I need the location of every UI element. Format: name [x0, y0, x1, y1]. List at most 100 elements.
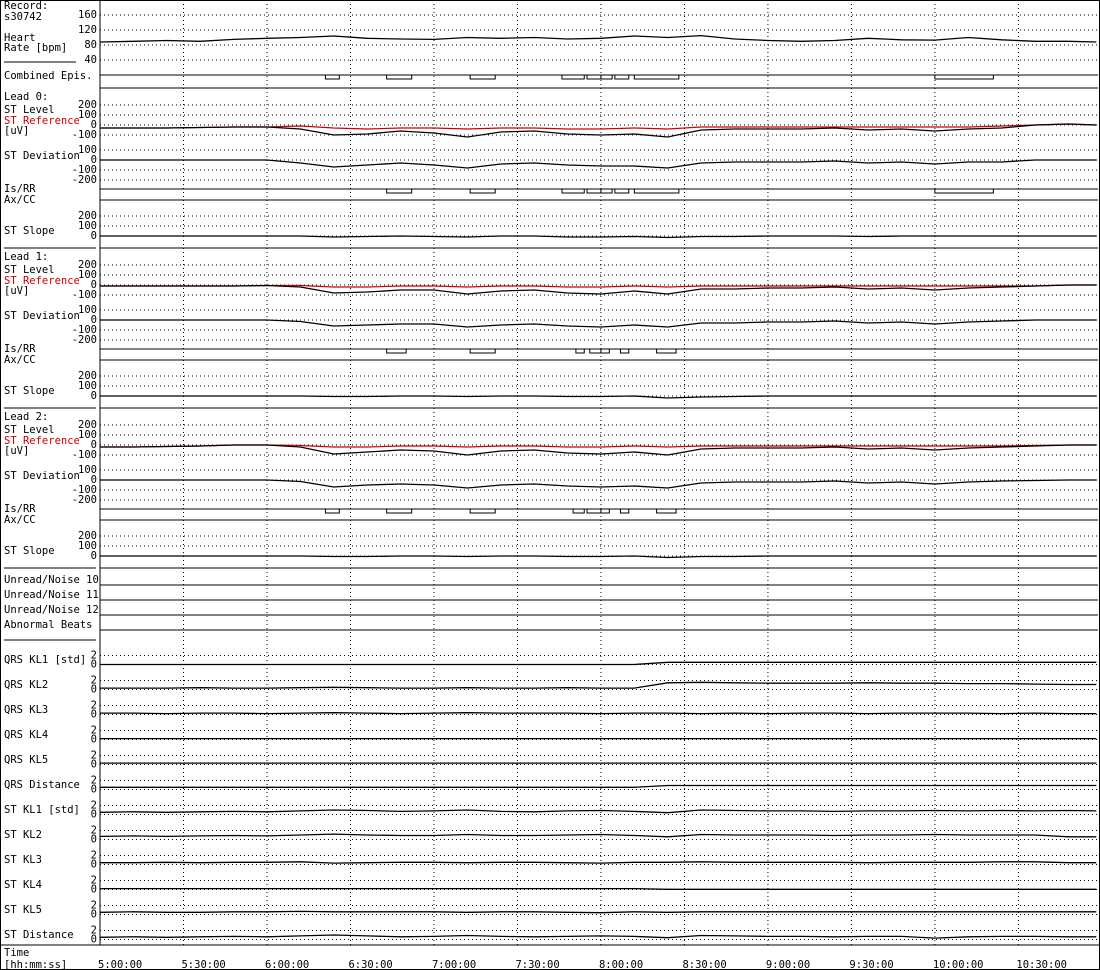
episode-box — [469, 188, 496, 194]
episode-label: Ax/CC — [4, 194, 36, 206]
kl-label: ST KL2 — [4, 829, 42, 841]
y-tick-label: 100 — [78, 144, 97, 156]
st-deviation-trace — [100, 159, 1097, 169]
y-tick-label: 0 — [91, 709, 97, 721]
y-tick-label: 160 — [78, 9, 97, 21]
y-tick-label: 0 — [91, 659, 97, 671]
st-deviation-trace — [100, 479, 1097, 489]
y-tick-label: 200 — [78, 210, 97, 222]
episode-box — [324, 74, 340, 80]
time-tick-label: 6:30:00 — [348, 959, 392, 970]
episode-box — [586, 74, 602, 80]
y-tick-label: 0 — [91, 909, 97, 921]
y-tick-label: -100 — [72, 324, 97, 336]
y-tick-label: 0 — [91, 784, 97, 796]
y-tick-label: -100 — [72, 164, 97, 176]
kl-label: QRS KL4 — [4, 729, 48, 741]
time-tick-label: 5:30:00 — [181, 959, 225, 970]
episode-box — [934, 74, 994, 80]
kl-label: QRS KL1 [std] — [4, 654, 86, 666]
y-tick-label: 2 — [91, 900, 97, 912]
time-unit: [hh:mm:ss] — [4, 959, 67, 970]
y-tick-label: 2 — [91, 725, 97, 737]
kl-trace — [99, 934, 1097, 939]
episode-box — [589, 348, 602, 354]
time-tick-label: 9:00:00 — [766, 959, 810, 970]
lead-title: Lead 2: — [4, 411, 48, 423]
y-tick-label: 2 — [91, 700, 97, 712]
y-tick-label: 0 — [91, 684, 97, 696]
time-tick-label: 6:00:00 — [265, 959, 309, 970]
hr-label: Heart — [4, 32, 36, 44]
episode-box — [656, 348, 677, 354]
y-tick-label: -200 — [72, 494, 97, 506]
kl-trace — [100, 861, 1097, 864]
y-tick-label: 0 — [91, 279, 97, 291]
heart-rate-trace — [99, 34, 1097, 43]
time-tick-label: 10:30:00 — [1016, 959, 1067, 970]
time-tick-label: 7:30:00 — [515, 959, 559, 970]
y-tick-label: 100 — [78, 464, 97, 476]
y-tick-label: 200 — [78, 259, 97, 271]
episode-box — [934, 188, 994, 194]
record-label: Record: — [4, 0, 48, 12]
st-level-trace — [100, 444, 1097, 456]
st-deviation-label: ST Deviation — [4, 470, 80, 482]
episode-label: Is/RR — [4, 503, 36, 515]
kl-trace — [100, 681, 1097, 689]
y-tick-label: 200 — [78, 99, 97, 111]
lead-title: Lead 1: — [4, 251, 48, 263]
y-tick-label: 0 — [91, 834, 97, 846]
flag-row-label: Abnormal Beats — [4, 619, 93, 631]
flag-row-label: Unread/Noise 12 — [4, 604, 99, 616]
time-label: Time — [4, 947, 29, 959]
episode-label: Is/RR — [4, 183, 36, 195]
y-tick-label: 100 — [78, 380, 97, 392]
episode-box — [572, 508, 585, 514]
y-tick-label: 0 — [91, 230, 97, 242]
y-tick-label: 80 — [84, 39, 97, 51]
episode-box — [324, 508, 340, 514]
episode-box — [386, 508, 413, 514]
y-tick-label: 100 — [78, 109, 97, 121]
y-tick-label: 0 — [91, 884, 97, 896]
y-tick-label: 0 — [91, 390, 97, 402]
hr-label: Rate [bpm] — [4, 42, 67, 54]
episode-box — [600, 348, 610, 354]
kl-label: QRS KL3 — [4, 704, 48, 716]
st-reference-label: ST Reference — [4, 115, 80, 127]
kl-label: ST Distance — [4, 929, 74, 941]
lead-title: Lead 0: — [4, 91, 48, 103]
st-slope-trace — [100, 555, 1097, 559]
kl-label: QRS KL5 — [4, 754, 48, 766]
time-tick-label: 5:00:00 — [98, 959, 142, 970]
episode-box — [386, 188, 413, 194]
y-tick-label: 0 — [91, 154, 97, 166]
y-tick-label: 40 — [84, 54, 97, 66]
y-tick-label: 100 — [78, 429, 97, 441]
episode-box — [633, 188, 680, 194]
st-slope-label: ST Slope — [4, 225, 55, 237]
y-tick-label: 200 — [78, 530, 97, 542]
y-tick-label: -100 — [72, 129, 97, 141]
y-tick-label: 2 — [91, 925, 97, 937]
st-deviation-label: ST Deviation — [4, 150, 80, 162]
episode-box — [600, 74, 613, 80]
episode-box — [586, 508, 602, 514]
y-tick-label: 100 — [78, 269, 97, 281]
episode-box — [600, 188, 613, 194]
kl-label: ST KL4 — [4, 879, 42, 891]
y-tick-label: -200 — [72, 174, 97, 186]
y-tick-label: 2 — [91, 675, 97, 687]
kl-trace — [99, 910, 1097, 914]
episode-box — [614, 74, 630, 80]
y-tick-label: -200 — [72, 334, 97, 346]
y-tick-label: 0 — [91, 759, 97, 771]
st-slope-label: ST Slope — [4, 385, 55, 397]
y-tick-label: -100 — [72, 449, 97, 461]
y-tick-label: 2 — [91, 750, 97, 762]
episode-box — [561, 74, 585, 80]
episode-box — [386, 348, 407, 354]
episode-box — [469, 508, 496, 514]
kl-label: QRS KL2 — [4, 679, 48, 691]
